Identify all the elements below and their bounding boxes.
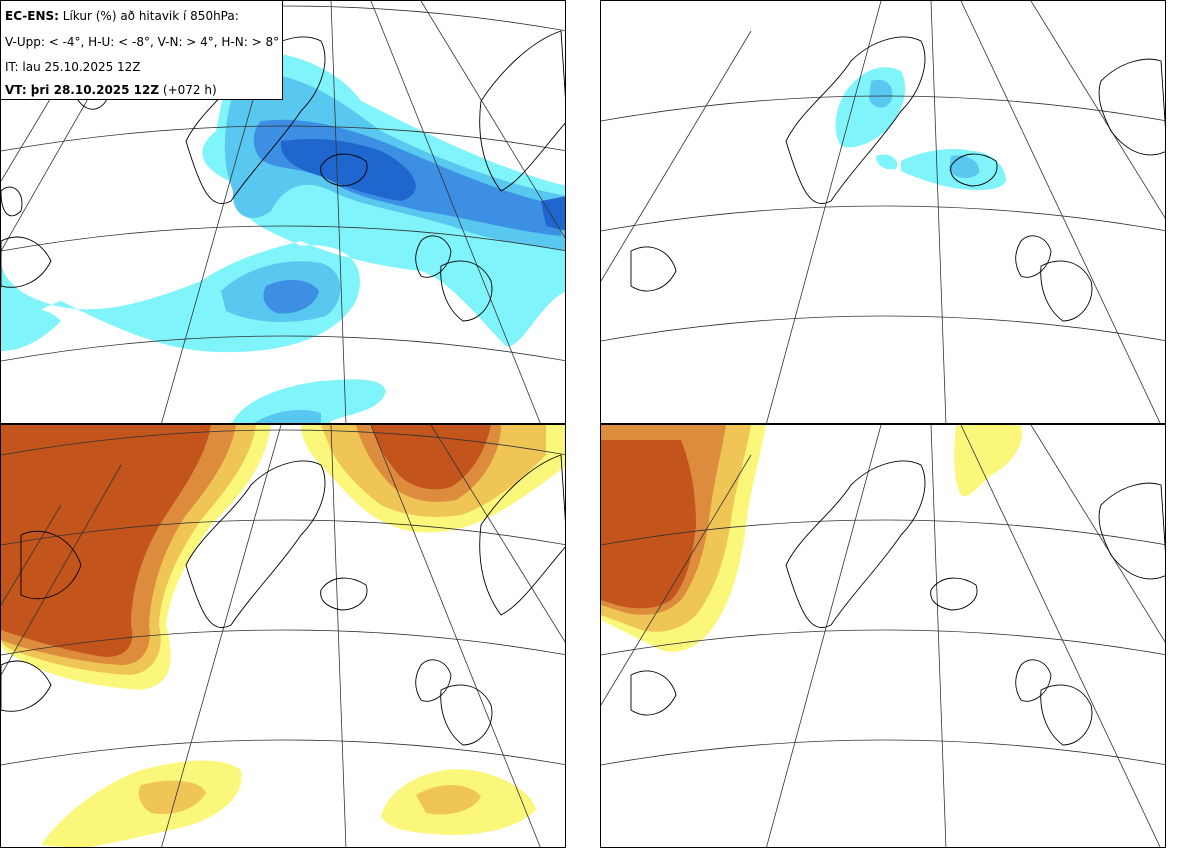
map-panel-cold-8: 1009565355 <box>600 0 1166 424</box>
thresholds-line: V-Upp: < -4°, H-U: < -8°, V-N: > 4°, H-N… <box>5 35 280 49</box>
coastlines <box>1 454 565 746</box>
initial-time: IT: lau 25.10.2025 12Z <box>5 60 141 74</box>
map-cold-8 <box>601 1 1165 423</box>
valid-time: VT: þri 28.10.2025 12Z <box>5 83 160 97</box>
map-warm-4 <box>1 425 565 847</box>
graticule <box>1 425 565 847</box>
lead-time: (+072 h) <box>162 83 217 97</box>
map-panel-warm-8: 1009565355 <box>600 424 1166 848</box>
graticule <box>601 1 1165 423</box>
probability-shading <box>835 67 1006 191</box>
map-panel-warm-4: 1009565355 <box>0 424 566 848</box>
product-title: Líkur (%) að hitavik í 850hPa: <box>62 9 239 23</box>
map-warm-8 <box>601 425 1165 847</box>
info-box: EC-ENS: Líkur (%) að hitavik í 850hPa: V… <box>1 1 283 100</box>
model-label: EC-ENS: <box>5 9 59 23</box>
coastlines <box>630 460 1165 746</box>
graticule <box>601 425 1165 847</box>
coastlines <box>630 36 1165 322</box>
map-panel-cold-4: EC-ENS: Líkur (%) að hitavik í 850hPa: V… <box>0 0 566 424</box>
probability-shading <box>601 425 1022 652</box>
probability-shading <box>1 425 565 847</box>
probability-shading <box>1 52 565 423</box>
